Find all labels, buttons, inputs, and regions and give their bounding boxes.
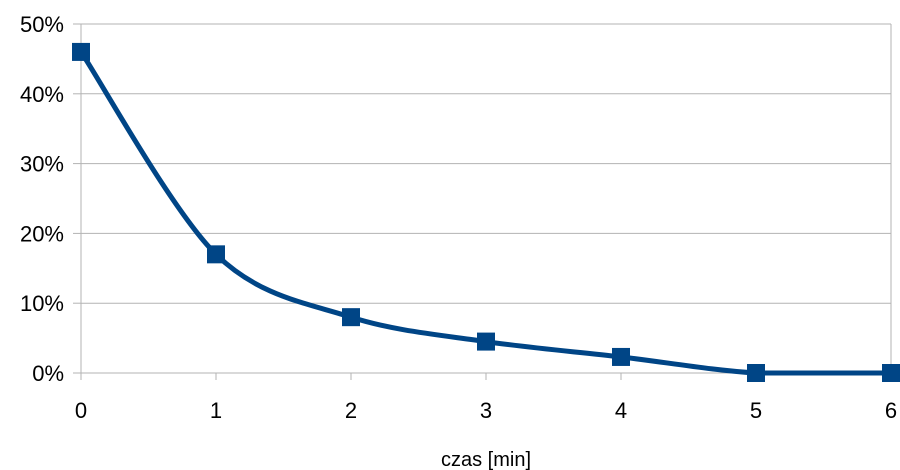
y-tick-label: 50% [20,12,64,37]
x-tick-label: 6 [885,398,897,423]
data-point-marker [207,245,225,264]
data-point-marker [882,364,900,382]
axes [73,23,892,380]
y-tick-label: 20% [20,221,64,246]
x-tick-label: 2 [345,398,357,423]
y-tick-label: 40% [20,82,64,107]
x-tick-label: 3 [480,398,492,423]
x-tick-labels: 0 1 2 3 4 5 6 [75,398,897,423]
y-tick-label: 30% [20,152,64,177]
x-tick-label: 5 [750,398,762,423]
y-tick-label: 10% [20,291,64,316]
x-axis-title: czas [min] [441,449,531,470]
y-tick-label: 0% [32,361,64,386]
data-point-marker [612,347,630,366]
data-point-marker [342,308,360,327]
x-tick-label: 1 [210,398,222,423]
y-tick-labels: 0% 10% 20% 30% 40% 50% [20,12,64,386]
data-point-marker [747,364,765,382]
gridlines [81,23,891,304]
data-point-marker [72,42,90,61]
x-tick-label: 4 [615,398,627,423]
series-line [78,49,894,376]
x-tick-label: 0 [75,398,87,423]
data-point-marker [477,332,495,351]
series [72,42,900,382]
